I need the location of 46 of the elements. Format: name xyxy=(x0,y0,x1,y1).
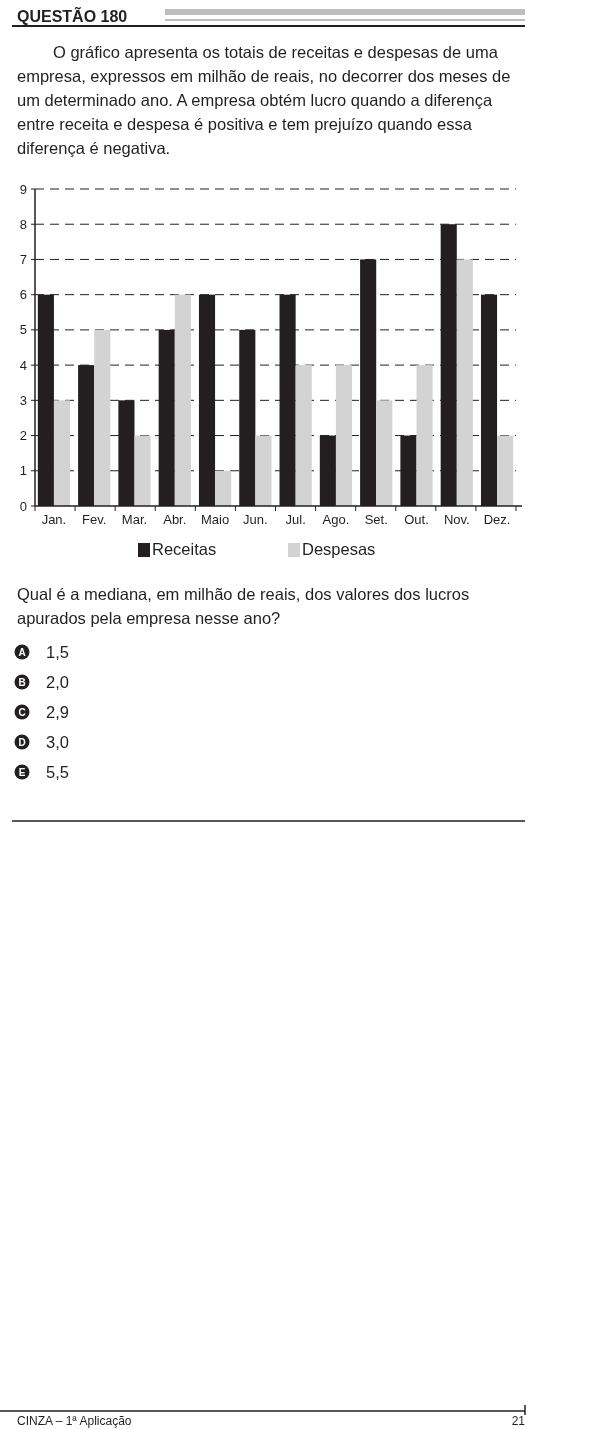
legend-label: Despesas xyxy=(302,540,376,558)
bar xyxy=(134,435,151,506)
x-tick-label: Fev. xyxy=(82,512,107,527)
x-tick-label: Abr. xyxy=(163,512,187,527)
bar xyxy=(215,470,232,506)
text: C 2,9 xyxy=(18,702,69,721)
chart-title: QUESTÃO 180 xyxy=(17,6,128,25)
bar xyxy=(295,365,312,506)
bar xyxy=(416,365,433,506)
bar xyxy=(255,435,272,506)
bar xyxy=(174,294,191,506)
text: B 2,0 xyxy=(18,672,69,691)
x-tick-label: Jul. xyxy=(285,512,306,527)
y-tick-label: 3 xyxy=(19,392,27,408)
text: Qual é a mediana, em milhão de reais, dos valores dos lucros apurados pela empresa nesse ano? xyxy=(17,585,470,627)
y-tick-label: 8 xyxy=(19,216,27,232)
y-tick-label: 2 xyxy=(19,428,27,444)
y-tick-label: 9 xyxy=(19,181,27,197)
legend-label: Receitas xyxy=(152,540,217,558)
x-tick-label: Nov. xyxy=(443,512,470,527)
y-tick-label: 4 xyxy=(19,357,27,373)
bar xyxy=(497,435,514,506)
bar xyxy=(335,365,353,506)
y-tick-label: 5 xyxy=(19,322,27,338)
chart-subtitle: O gráfico apresenta os totais de receitas e despesas de uma empresa, expressos em milhão de reais, no decorrer dos meses de um determinado ano. A empresa obtém lucro quando a diferença entre receita e despesa é positiva e tem prejuízo quando essa diferença é negativa. xyxy=(17,43,511,157)
x-tick-label: Out. xyxy=(404,512,429,527)
text: 21 xyxy=(511,1414,526,1428)
text: D 3,0 xyxy=(18,732,69,751)
y-tick-label: 1 xyxy=(19,463,27,479)
x-tick-label: Ago. xyxy=(322,512,350,527)
y-tick-label: 6 xyxy=(19,287,27,303)
bar xyxy=(376,400,393,506)
bar xyxy=(456,259,473,506)
text: E 5,5 xyxy=(18,762,69,781)
x-tick-label: Mar. xyxy=(121,512,148,527)
x-tick-label: Dez. xyxy=(483,512,511,527)
text: CINZA – 1ª Aplicação xyxy=(17,1414,132,1428)
y-tick-label: 0 xyxy=(19,498,27,514)
x-tick-label: Jan. xyxy=(41,512,67,527)
y-tick-label: 7 xyxy=(19,251,27,267)
x-tick-label: Jun. xyxy=(243,512,268,527)
bar xyxy=(53,400,71,506)
bar xyxy=(94,329,111,506)
text: A 1,5 xyxy=(18,642,69,661)
x-tick-label: Set. xyxy=(364,512,388,527)
x-tick-label: Maio xyxy=(200,512,230,527)
